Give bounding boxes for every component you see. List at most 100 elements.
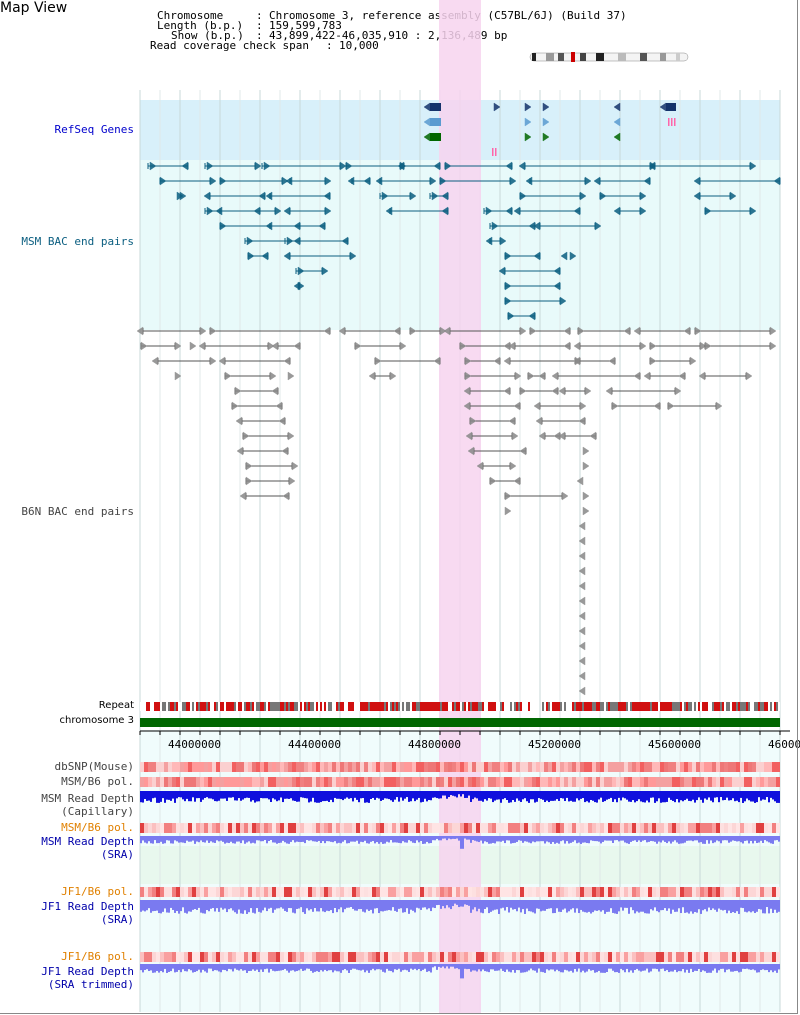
depth-bar [686,791,688,799]
track-label-msm-b6-pol[interactable]: MSM/B6 pol. [61,775,134,788]
depth-bar [576,791,578,799]
depth-bar [252,836,254,843]
heat-cell [320,777,324,787]
depth-bar [586,964,588,972]
heat-cell [392,777,396,787]
track-label-refseq-genes[interactable]: RefSeq Genes [54,123,134,136]
heat-cell [544,777,548,787]
track-label-jf1-b6-pol[interactable]: JF1/B6 pol. [61,885,134,898]
heat-cell [412,762,416,772]
track-label-msm-b6-pol-sra[interactable]: MSM/B6 pol. [61,821,134,834]
depth-bar [258,900,260,912]
heat-cell [588,777,592,787]
depth-bar [264,964,266,970]
track-label-msm-bac[interactable]: MSM BAC end pairs [21,235,134,248]
repeat-block [690,702,692,711]
repeat-block [358,702,360,711]
track-label-chromosome[interactable]: chromosome 3 [59,715,134,726]
msm-end [749,206,757,216]
heat-cell [448,762,452,772]
depth-bar [660,900,662,911]
depth-bar [402,791,404,801]
heat-cell [424,952,428,962]
b6n-end [584,386,592,396]
heat-cell [152,823,156,833]
chromosome-bar[interactable] [140,718,780,727]
msm-bac-track[interactable] [147,161,781,321]
depth-bar [752,900,754,912]
track-label-msm-depth-capillary[interactable]: MSM Read Depth [41,792,134,805]
track-label-dbsnp[interactable]: dbSNP(Mouse) [54,760,134,773]
depth-bar [758,836,760,843]
track-label-b6n-bac[interactable]: B6N BAC end pairs [21,505,134,518]
heat-cell [452,952,456,962]
heat-cell [400,887,404,897]
heat-cell [400,762,404,772]
heat-cell [620,777,624,787]
depth-bar [268,900,270,909]
depth-bar [330,791,332,800]
depth-bar [748,964,750,970]
repeat-block [430,702,432,711]
depth-bar [556,964,558,970]
depth-bar [432,836,434,841]
depth-bar [708,900,710,908]
depth-bar [296,836,298,842]
depth-bar [728,964,730,970]
repeat-block [446,702,448,711]
depth-bar [284,836,286,843]
depth-bar [646,836,648,843]
heat-cell [148,777,152,787]
heat-cell [544,887,548,897]
heat-cell [224,823,228,833]
repeat-block [148,702,150,711]
heat-cell [752,762,756,772]
heat-cell [416,762,420,772]
depth-bar [428,900,430,909]
depth-bar [700,791,702,800]
refseq-genes-track[interactable] [423,102,676,156]
track-label-jf1-b6-pol-trim[interactable]: JF1/B6 pol. [61,950,134,963]
depth-bar [430,964,432,973]
repeat-block [492,702,494,711]
depth-bar [588,964,590,970]
track-label-repeat[interactable]: Repeat [98,700,134,711]
heat-cell [304,887,308,897]
heat-cell [616,823,620,833]
heat-cell [676,777,680,787]
repeat-block [664,702,666,711]
read-depth-tracks[interactable] [140,791,780,979]
track-label-jf1-depth-sra[interactable]: JF1 Read Depth [41,900,134,913]
depth-bar [144,836,146,843]
heat-cell [600,952,604,962]
heat-cell [400,777,404,787]
repeat-block [572,702,574,711]
heat-cell [456,762,460,772]
polymorphism-tracks[interactable] [140,762,780,962]
chromosome-ideogram[interactable] [529,52,689,62]
repeat-block [186,702,188,711]
heat-cell [616,777,620,787]
depth-bar [142,964,144,973]
depth-bar [520,791,522,802]
heat-cell [412,777,416,787]
depth-bar [148,964,150,972]
repeat-block [282,702,284,711]
depth-bar [258,964,260,973]
b6n-bac-track[interactable] [136,326,777,696]
track-label-msm-depth-sra[interactable]: MSM Read Depth [41,835,134,848]
repeat-track[interactable] [140,702,780,711]
heat-cell [560,952,564,962]
heat-cell [448,823,452,833]
depth-bar [778,964,780,970]
repeat-block [336,702,338,711]
depth-bar [516,836,518,842]
depth-bar [510,836,512,844]
depth-bar [500,964,502,969]
depth-bar [168,964,170,972]
track-label-jf1-depth-trim[interactable]: JF1 Read Depth [41,965,134,978]
repeat-block [308,702,310,711]
heat-cell [240,823,244,833]
depth-bar [330,836,332,842]
